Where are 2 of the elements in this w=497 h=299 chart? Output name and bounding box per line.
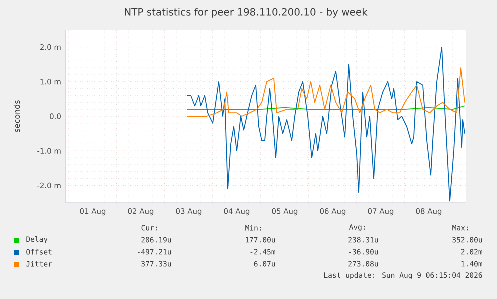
line-series <box>186 46 466 202</box>
chart-title: NTP statistics for peer 198.110.200.10 - by week <box>125 8 368 18</box>
